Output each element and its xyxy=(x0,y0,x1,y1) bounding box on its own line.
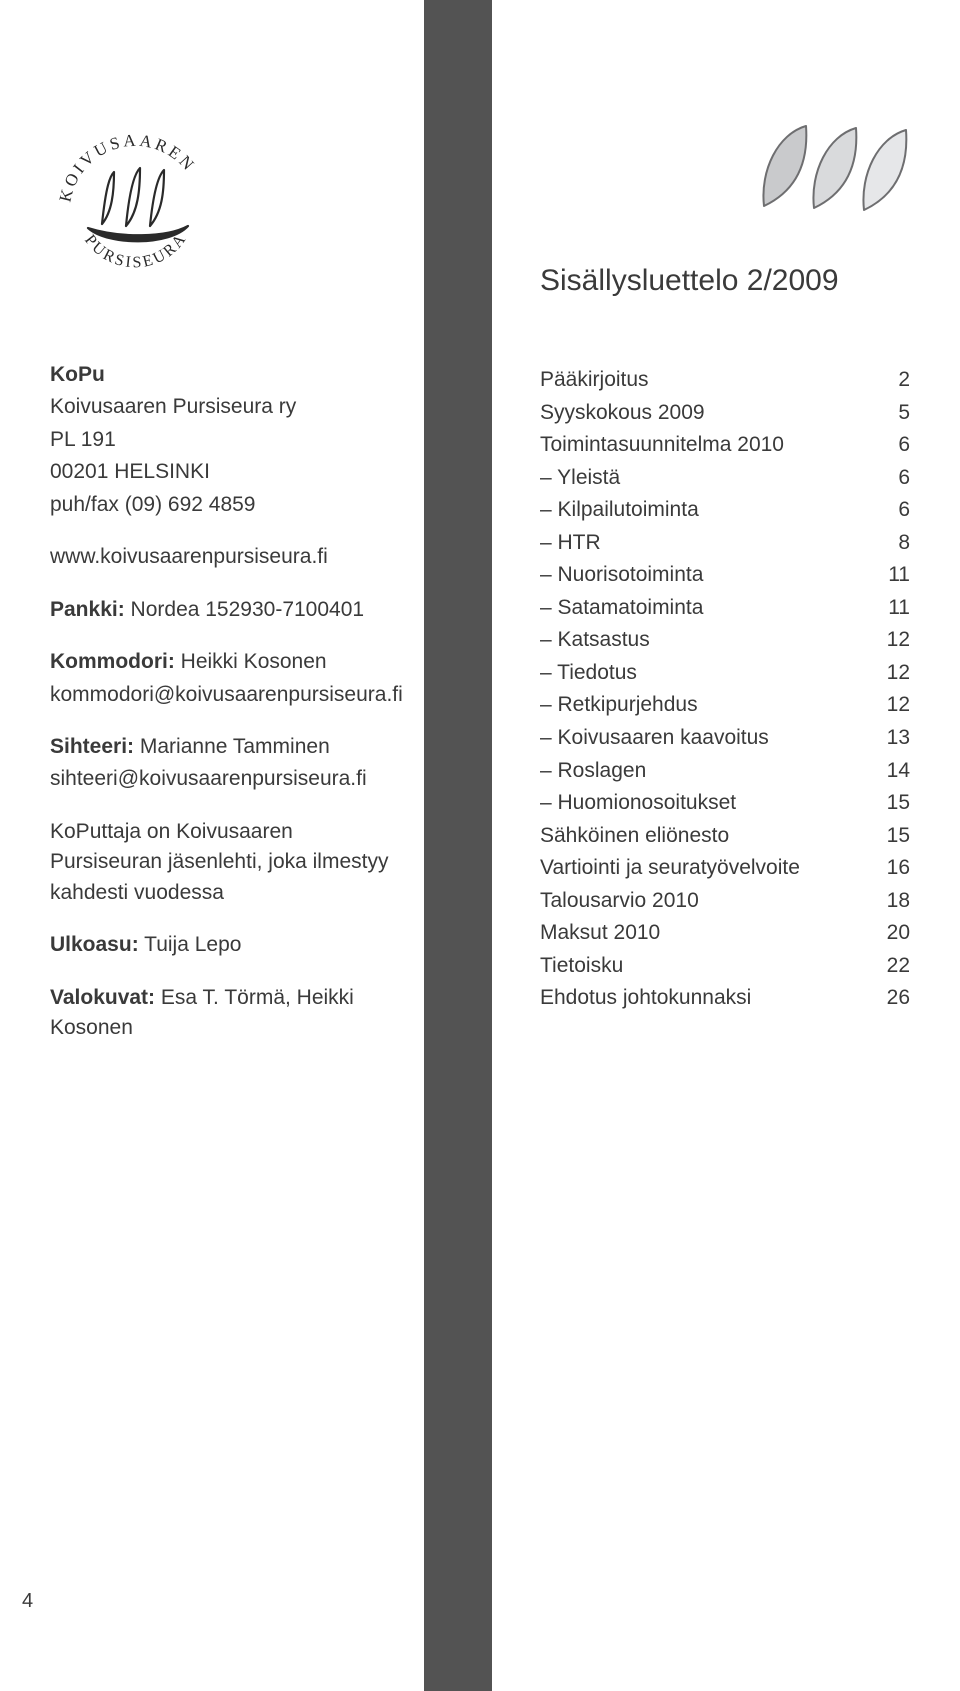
toc-row: Roslagen 14 xyxy=(540,755,910,788)
toc-item-page: 15 xyxy=(887,820,910,853)
valokuvat-line: Valokuvat: Esa T. Törmä, Heikki Kosonen xyxy=(50,983,406,1044)
toc-item-label: Huomionosoitukset xyxy=(540,787,736,820)
city: 00201 HELSINKI xyxy=(50,457,406,487)
toc-item-label: Tietoisku xyxy=(540,950,623,983)
toc-heading: Sisällysluettelo 2/2009 xyxy=(540,264,839,298)
toc-row: Nuorisotoiminta 11 xyxy=(540,559,910,592)
toc-row: Koivusaaren kaavoitus 13 xyxy=(540,722,910,755)
ulkoasu-line: Ulkoasu: Tuija Lepo xyxy=(50,930,406,960)
toc-item-page: 12 xyxy=(887,624,910,657)
toc-item-page: 6 xyxy=(898,429,910,462)
toc-row: Maksut 2010 20 xyxy=(540,917,910,950)
toc-row: Ehdotus johtokunnaksi 26 xyxy=(540,982,910,1015)
bank-label: Pankki: xyxy=(50,598,125,621)
toc-row: Tietoisku 22 xyxy=(540,950,910,983)
toc-item-page: 13 xyxy=(887,722,910,755)
right-column: Sisällysluettelo 2/2009 Pääkirjoitus2Syy… xyxy=(492,0,960,1691)
org-short: KoPu xyxy=(50,360,406,390)
kommodori-email: kommodori@koivusaarenpursiseura.fi xyxy=(50,680,406,710)
toc-item-page: 5 xyxy=(898,397,910,430)
toc-item-page: 20 xyxy=(887,917,910,950)
ulkoasu-label: Ulkoasu: xyxy=(50,933,139,956)
toc-item-label: Pääkirjoitus xyxy=(540,364,649,397)
toc-item-label: Toimintasuunnitelma 2010 xyxy=(540,429,784,462)
sihteeri-line: Sihteeri: Marianne Tamminen xyxy=(50,732,406,762)
logo-svg: KOIVUSAAREN PURSISEURA xyxy=(50,126,220,296)
toc-item-label: Satamatoiminta xyxy=(540,592,703,625)
ulkoasu-value: Tuija Lepo xyxy=(144,933,241,956)
toc-item-page: 6 xyxy=(898,494,910,527)
sihteeri-name: Marianne Tamminen xyxy=(140,735,330,758)
masthead-text: KoPu Koivusaaren Pursiseura ry PL 191 00… xyxy=(50,360,406,1065)
toc-item-label: Roslagen xyxy=(540,755,646,788)
toc-row: Syyskokous 2009 5 xyxy=(540,397,910,430)
toc-item-label: Nuorisotoiminta xyxy=(540,559,703,592)
bank-line: Pankki: Nordea 152930-7100401 xyxy=(50,595,406,625)
toc-item-page: 12 xyxy=(887,689,910,722)
toc-item-page: 11 xyxy=(888,592,910,625)
toc-row: Pääkirjoitus 2 xyxy=(540,364,910,397)
toc-item-label: Talousarvio 2010 xyxy=(540,885,699,918)
valokuvat-label: Valokuvat: xyxy=(50,986,155,1009)
toc-row: Vartiointi ja seuratyövelvoite 16 xyxy=(540,852,910,885)
kommodori-label: Kommodori: xyxy=(50,650,175,673)
toc-item-page: 18 xyxy=(887,885,910,918)
toc-item-label: Yleistä xyxy=(540,462,620,495)
toc-item-label: Koivusaaren kaavoitus xyxy=(540,722,769,755)
toc-item-page: 16 xyxy=(887,852,910,885)
toc-item-label: Ehdotus johtokunnaksi xyxy=(540,982,751,1015)
sihteeri-email: sihteeri@koivusaarenpursiseura.fi xyxy=(50,764,406,794)
toc-row: Talousarvio 2010 18 xyxy=(540,885,910,918)
toc-item-label: Retkipurjehdus xyxy=(540,689,698,722)
koputtaja: KoPuttaja on Koivusaaren Pursiseuran jäs… xyxy=(50,817,406,908)
club-logo: KOIVUSAAREN PURSISEURA xyxy=(50,126,220,296)
toc-row: Huomionosoitukset 15 xyxy=(540,787,910,820)
toc-item-label: HTR xyxy=(540,527,601,560)
toc-row: Yleistä 6 xyxy=(540,462,910,495)
kommodori-line: Kommodori: Heikki Kosonen xyxy=(50,647,406,677)
website: www.koivusaarenpursiseura.fi xyxy=(50,542,406,572)
toc-item-label: Syyskokous 2009 xyxy=(540,397,705,430)
spine-divider xyxy=(424,0,492,1691)
toc-item-page: 15 xyxy=(887,787,910,820)
sihteeri-label: Sihteeri: xyxy=(50,735,134,758)
sails-icon xyxy=(758,120,918,220)
toc-item-page: 6 xyxy=(898,462,910,495)
toc-item-label: Kilpailutoiminta xyxy=(540,494,699,527)
toc-item-page: 2 xyxy=(898,364,910,397)
toc-item-label: Vartiointi ja seuratyövelvoite xyxy=(540,852,800,885)
phone: puh/fax (09) 692 4859 xyxy=(50,490,406,520)
toc-row: Tiedotus 12 xyxy=(540,657,910,690)
page: KOIVUSAAREN PURSISEURA KoPu Koivusaaren … xyxy=(0,0,960,1691)
toc-item-label: Maksut 2010 xyxy=(540,917,660,950)
po-box: PL 191 xyxy=(50,425,406,455)
svg-text:KOIVUSAAREN: KOIVUSAAREN xyxy=(56,131,200,204)
toc-item-page: 11 xyxy=(888,559,910,592)
toc-item-page: 12 xyxy=(887,657,910,690)
toc-row: Retkipurjehdus 12 xyxy=(540,689,910,722)
kommodori-name: Heikki Kosonen xyxy=(181,650,327,673)
toc-row: Sähköinen eliönesto 15 xyxy=(540,820,910,853)
toc-item-page: 22 xyxy=(887,950,910,983)
toc-row: Kilpailutoiminta 6 xyxy=(540,494,910,527)
toc-list: Pääkirjoitus2Syyskokous 20095Toimintasuu… xyxy=(540,364,910,1015)
toc-row: HTR 8 xyxy=(540,527,910,560)
toc-item-label: Sähköinen eliönesto xyxy=(540,820,729,853)
toc-row: Satamatoiminta 11 xyxy=(540,592,910,625)
toc-row: Katsastus 12 xyxy=(540,624,910,657)
org-full: Koivusaaren Pursiseura ry xyxy=(50,392,406,422)
toc-item-page: 26 xyxy=(887,982,910,1015)
toc-item-label: Tiedotus xyxy=(540,657,637,690)
toc-row: Toimintasuunnitelma 2010 6 xyxy=(540,429,910,462)
toc-item-page: 14 xyxy=(887,755,910,788)
page-number: 4 xyxy=(22,1590,33,1613)
toc-item-page: 8 xyxy=(898,527,910,560)
toc-item-label: Katsastus xyxy=(540,624,650,657)
sails-svg xyxy=(758,120,918,220)
left-column: KOIVUSAAREN PURSISEURA KoPu Koivusaaren … xyxy=(0,0,424,1691)
bank-value: Nordea 152930-7100401 xyxy=(131,598,365,621)
